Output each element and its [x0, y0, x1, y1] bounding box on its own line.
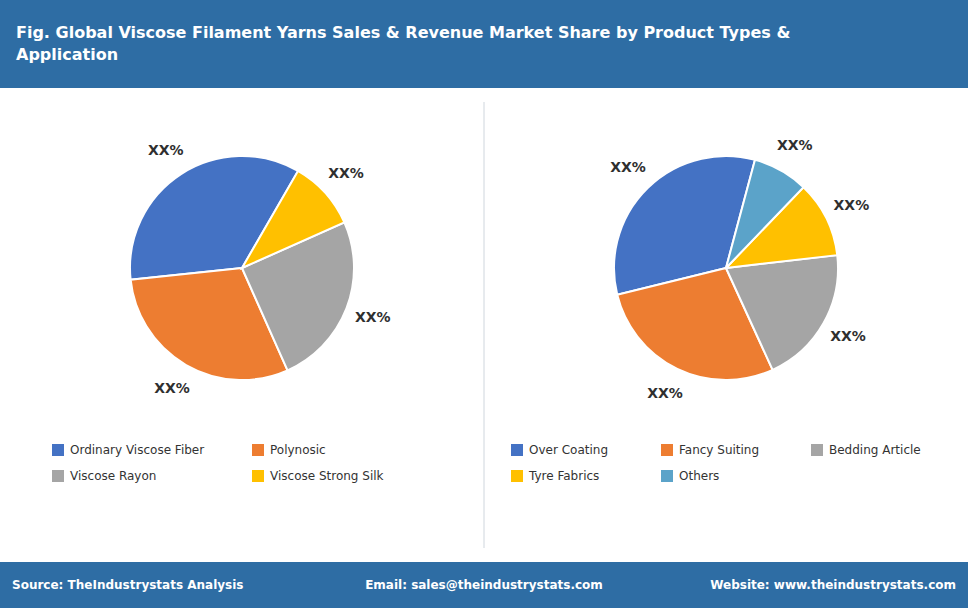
legend-swatch — [511, 470, 523, 482]
data-label: XX% — [148, 142, 184, 158]
footer-note: Email: sales@theindustrystats.com — [365, 578, 603, 592]
legend-swatch — [52, 444, 64, 456]
pie — [614, 156, 838, 380]
legend-swatch — [252, 444, 264, 456]
slice — [242, 171, 344, 268]
pie — [130, 156, 354, 380]
legend-swatch — [661, 470, 673, 482]
legend-entry: Over Coating — [529, 443, 608, 457]
legend-entry: Bedding Article — [829, 443, 921, 457]
legend: Over Coating Fancy Suiting Bedding Article… — [511, 443, 921, 483]
footer-bar — [0, 562, 968, 608]
title-bar — [0, 0, 968, 88]
legend-entry: Others — [679, 469, 719, 483]
legend-entry: Fancy Suiting — [679, 443, 759, 457]
title: Fig. Global Viscose Filament Yarns Sales… — [16, 23, 790, 64]
legend: Ordinary Viscose Fiber Polynosic Viscose R… — [52, 443, 384, 483]
footer-note: Website: www.theindustrystats.com — [710, 578, 956, 592]
data-label: XX% — [328, 165, 364, 181]
footer-note: Source: TheIndustrystats Analysis — [12, 578, 244, 592]
legend-swatch — [661, 444, 673, 456]
data-label: XX% — [777, 137, 813, 153]
legend-swatch — [511, 444, 523, 456]
background — [0, 0, 968, 608]
legend-entry: Ordinary Viscose Fiber — [70, 443, 204, 457]
title-line: Fig. Global Viscose Filament Yarns Sales… — [16, 23, 790, 42]
legend-swatch — [52, 470, 64, 482]
legend-swatch — [252, 470, 264, 482]
data-label: XX% — [355, 309, 391, 325]
data-label: XX% — [610, 159, 646, 175]
data-label: XX% — [834, 197, 870, 213]
legend-entry: Viscose Rayon — [70, 469, 156, 483]
legend-entry: Tyre Fabrics — [528, 469, 599, 483]
title-line: Application — [16, 45, 118, 64]
slice — [726, 160, 804, 268]
data-label: XX% — [154, 380, 190, 396]
data-label: XX% — [647, 385, 683, 401]
divider — [484, 102, 485, 548]
legend-entry: Viscose Strong Silk — [270, 469, 384, 483]
data-label: XX% — [830, 328, 866, 344]
legend-entry: Polynosic — [270, 443, 326, 457]
chart: Fig. Global Viscose Filament Yarns Sales… — [0, 0, 968, 608]
legend-swatch — [811, 444, 823, 456]
slice — [726, 255, 838, 370]
